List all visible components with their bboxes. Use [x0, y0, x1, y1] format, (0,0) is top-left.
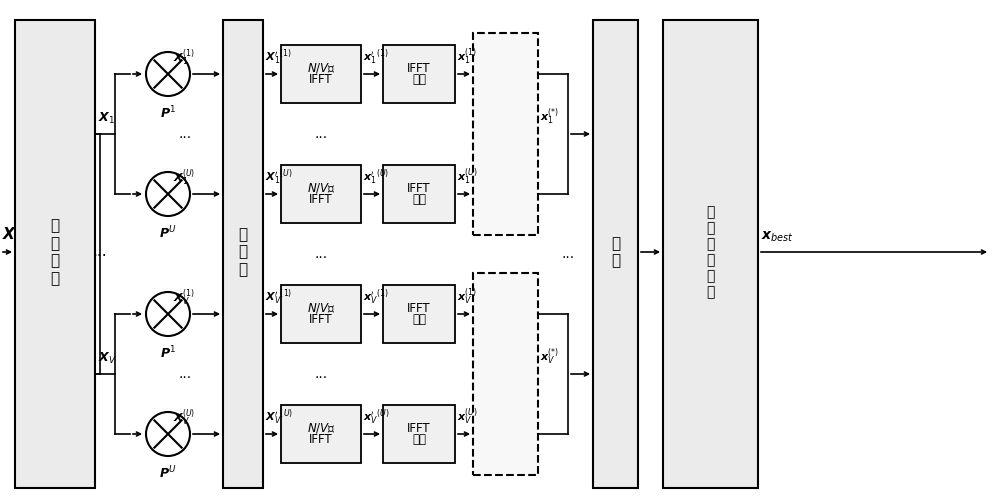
- Text: $N/V$点: $N/V$点: [307, 301, 335, 316]
- Text: 性质: 性质: [412, 313, 426, 326]
- Text: $\boldsymbol{X}_1^{(1)}$: $\boldsymbol{X}_1^{(1)}$: [173, 47, 195, 68]
- Text: IFFT: IFFT: [309, 193, 333, 206]
- Text: IFFT: IFFT: [407, 422, 431, 435]
- Bar: [281, 45, 361, 103]
- Bar: [281, 405, 361, 463]
- Text: $\boldsymbol{X}$: $\boldsymbol{X}$: [2, 226, 17, 242]
- Text: IFFT: IFFT: [407, 182, 431, 195]
- Text: 佳: 佳: [706, 253, 715, 267]
- Text: $\boldsymbol{x}_V'^{(1)}$: $\boldsymbol{x}_V'^{(1)}$: [363, 287, 389, 307]
- Text: 最: 最: [706, 237, 715, 251]
- Text: $\boldsymbol{X}_V$: $\boldsymbol{X}_V$: [98, 351, 117, 366]
- Text: $\boldsymbol{x}_1^{(*)}$: $\boldsymbol{x}_1^{(*)}$: [540, 106, 559, 127]
- Bar: [593, 20, 638, 488]
- Text: 信: 信: [706, 269, 715, 283]
- Text: ...: ...: [314, 127, 328, 141]
- Text: $\boldsymbol{X}_1^{(U)}$: $\boldsymbol{X}_1^{(U)}$: [173, 167, 195, 188]
- Text: 性质: 性质: [412, 73, 426, 86]
- Text: 号: 号: [706, 285, 715, 299]
- Circle shape: [146, 412, 190, 456]
- Text: ...: ...: [561, 247, 575, 261]
- Text: $\boldsymbol{X}_1$: $\boldsymbol{X}_1$: [98, 111, 115, 126]
- Text: $\boldsymbol{X}_V'^{(U)}$: $\boldsymbol{X}_V'^{(U)}$: [265, 407, 293, 427]
- Bar: [15, 20, 95, 488]
- Bar: [663, 20, 758, 488]
- Text: IFFT: IFFT: [407, 62, 431, 75]
- Bar: [383, 405, 455, 463]
- Text: $\boldsymbol{x}_1'^{(1)}$: $\boldsymbol{x}_1'^{(1)}$: [363, 47, 388, 67]
- Text: 交: 交: [50, 218, 60, 233]
- Text: ...: ...: [93, 244, 107, 260]
- Text: 择: 择: [706, 221, 715, 235]
- Text: ...: ...: [314, 247, 328, 261]
- Text: ...: ...: [314, 367, 328, 381]
- Bar: [383, 285, 455, 343]
- Text: $\boldsymbol{X}_V^{(U)}$: $\boldsymbol{X}_V^{(U)}$: [173, 407, 195, 428]
- Circle shape: [146, 292, 190, 336]
- Text: 去: 去: [238, 227, 248, 242]
- Text: 性质: 性质: [412, 433, 426, 446]
- Text: IFFT: IFFT: [407, 302, 431, 315]
- Text: $N/V$点: $N/V$点: [307, 181, 335, 196]
- Text: ...: ...: [178, 367, 192, 381]
- Text: 选: 选: [706, 205, 715, 219]
- Text: 性质: 性质: [412, 193, 426, 206]
- Bar: [473, 273, 538, 475]
- Text: $\boldsymbol{x}_1^{(U)}$: $\boldsymbol{x}_1^{(U)}$: [457, 166, 478, 187]
- Text: $\boldsymbol{x}_{best}$: $\boldsymbol{x}_{best}$: [761, 230, 794, 244]
- Text: $N/V$点: $N/V$点: [307, 61, 335, 76]
- Bar: [383, 45, 455, 103]
- Text: $\boldsymbol{x}_1'^{(U)}$: $\boldsymbol{x}_1'^{(U)}$: [363, 167, 389, 187]
- Text: $N/V$点: $N/V$点: [307, 421, 335, 435]
- Text: 零: 零: [238, 244, 248, 260]
- Text: IFFT: IFFT: [309, 73, 333, 86]
- Text: 织: 织: [50, 236, 60, 250]
- Text: ...: ...: [178, 127, 192, 141]
- Circle shape: [146, 172, 190, 216]
- Text: $\boldsymbol{x}_V^{(1)}$: $\boldsymbol{x}_V^{(1)}$: [457, 286, 477, 307]
- Text: $\boldsymbol{X}_1'^{(U)}$: $\boldsymbol{X}_1'^{(U)}$: [265, 167, 293, 187]
- Text: 点: 点: [238, 262, 248, 277]
- Text: $\boldsymbol{P}^U$: $\boldsymbol{P}^U$: [159, 225, 177, 241]
- Text: IFFT: IFFT: [309, 313, 333, 326]
- Text: IFFT: IFFT: [309, 433, 333, 446]
- Text: $\boldsymbol{X}_1'^{(1)}$: $\boldsymbol{X}_1'^{(1)}$: [265, 47, 292, 67]
- Bar: [473, 33, 538, 235]
- Circle shape: [146, 52, 190, 96]
- Text: $\boldsymbol{x}_1^{(1)}$: $\boldsymbol{x}_1^{(1)}$: [457, 46, 477, 67]
- Text: $\boldsymbol{P}^1$: $\boldsymbol{P}^1$: [160, 345, 176, 361]
- Bar: [383, 165, 455, 223]
- Text: 合: 合: [611, 254, 620, 268]
- Text: $\boldsymbol{P}^1$: $\boldsymbol{P}^1$: [160, 105, 176, 121]
- Bar: [223, 20, 263, 488]
- Text: 分: 分: [50, 254, 60, 268]
- Text: 组: 组: [611, 236, 620, 250]
- Text: $\boldsymbol{x}_V^{(U)}$: $\boldsymbol{x}_V^{(U)}$: [457, 406, 478, 427]
- Text: $\boldsymbol{X}_V'^{(1)}$: $\boldsymbol{X}_V'^{(1)}$: [265, 287, 292, 307]
- Bar: [281, 165, 361, 223]
- Text: 割: 割: [50, 271, 60, 286]
- Text: $\boldsymbol{X}_V^{(1)}$: $\boldsymbol{X}_V^{(1)}$: [173, 287, 195, 308]
- Text: $\boldsymbol{P}^U$: $\boldsymbol{P}^U$: [159, 465, 177, 482]
- Text: $\boldsymbol{x}_V^{(*)}$: $\boldsymbol{x}_V^{(*)}$: [540, 346, 559, 367]
- Text: $\boldsymbol{x}_V'^{(U)}$: $\boldsymbol{x}_V'^{(U)}$: [363, 407, 390, 427]
- Bar: [281, 285, 361, 343]
